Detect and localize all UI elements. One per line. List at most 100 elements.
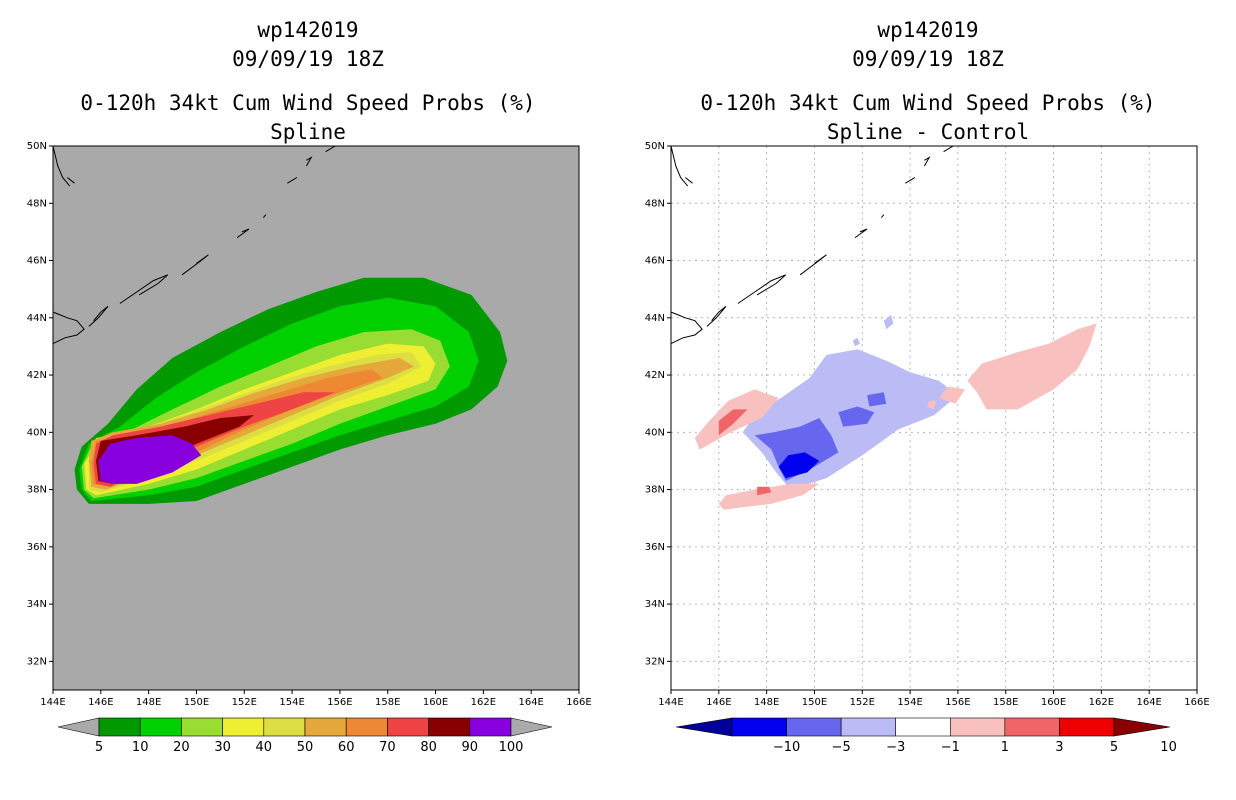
left-colorbar-box-4 xyxy=(263,717,306,737)
right-colorbar-box-1 xyxy=(786,717,842,737)
right-colorbar-label-1: 1 xyxy=(1001,740,1009,755)
left-colorbar-box-2 xyxy=(181,717,223,737)
left-colorbar-label-70: 70 xyxy=(379,740,396,755)
right-colorbar-label--3: −3 xyxy=(886,740,905,755)
left-xtick-label-160E: 160E xyxy=(423,697,448,708)
right-colorbar-label--5: −5 xyxy=(832,740,851,755)
right-plot-frame xyxy=(670,145,1198,691)
left-xtick-label-166E: 166E xyxy=(566,697,591,708)
right-xtick-label-166E: 166E xyxy=(1184,697,1209,708)
left-colorbar-label-40: 40 xyxy=(256,740,273,755)
left-plot-frame xyxy=(52,145,580,691)
right-ytick-label-48N: 48N xyxy=(645,198,665,209)
right-contour--1-2 xyxy=(852,337,860,347)
left-colorbar-label-5: 5 xyxy=(95,740,103,755)
left-colorbar-box-0 xyxy=(98,717,141,737)
right-xtick-label-144E: 144E xyxy=(658,697,683,708)
left-xtick-label-156E: 156E xyxy=(327,697,352,708)
right-xtick-label-158E: 158E xyxy=(993,697,1018,708)
left-xtick-label-152E: 152E xyxy=(232,697,257,708)
left-colorbar-label-80: 80 xyxy=(420,740,437,755)
right-contour-1-10 xyxy=(938,386,966,404)
right-colorbar-box-4 xyxy=(949,717,1006,737)
right-coastline-kamchatka2 xyxy=(684,177,693,184)
right-contour--3-4 xyxy=(838,406,875,427)
right-xtick-label-152E: 152E xyxy=(850,697,875,708)
right-colorbar-box-2 xyxy=(840,717,897,737)
right-colorbar-label-3: 3 xyxy=(1055,740,1063,755)
left-xtick-label-158E: 158E xyxy=(375,697,400,708)
left-colorbar-box-9 xyxy=(469,717,512,737)
right-colorbar-label--1: −1 xyxy=(941,740,960,755)
left-coastline-urup xyxy=(181,254,209,276)
right-contour--5-6 xyxy=(778,452,820,479)
left-coastline-ketoi xyxy=(263,214,267,218)
left-colorbar: 5 10 20 30 40 50 60 70 80 90 100 xyxy=(57,717,553,755)
left-colorbar-label-50: 50 xyxy=(297,740,314,755)
right-colorbar-label--10: −10 xyxy=(773,740,800,755)
right-xtick-label-156E: 156E xyxy=(945,697,970,708)
left-xtick-label-162E: 162E xyxy=(471,697,496,708)
left-colorbar-label-30: 30 xyxy=(214,740,231,755)
left-xtick-label-144E: 144E xyxy=(40,697,65,708)
left-coastline-shiashkotan xyxy=(287,177,298,184)
left-ytick-label-34N: 34N xyxy=(27,599,47,610)
right-contour--1-1 xyxy=(883,314,894,330)
right-plot-area: 144E 146E 148E 150E 152E 154E 156E 158E 160E 162E… xyxy=(645,141,1210,708)
right-coastline-shiashkotan xyxy=(905,177,916,184)
left-xtick-label-154E: 154E xyxy=(279,697,304,708)
right-ytick-label-32N: 32N xyxy=(645,656,665,667)
right-colorbar-low-arrow xyxy=(675,717,733,737)
right-xtick-label-148E: 148E xyxy=(754,697,779,708)
left-title-id: wp142019 xyxy=(257,18,359,42)
right-contour-1-7 xyxy=(967,323,1097,410)
right-coastline-kunashir xyxy=(706,305,727,327)
right-ytick-label-42N: 42N xyxy=(645,370,665,381)
left-colorbar-high-arrow xyxy=(510,717,553,737)
left-colorbar-label-20: 20 xyxy=(173,740,190,755)
right-coastline-kamchatka xyxy=(670,145,689,187)
right-ytick-label-46N: 46N xyxy=(645,256,665,267)
left-subtitle-product: 0-120h 34kt Cum Wind Speed Probs (%) xyxy=(80,91,536,115)
left-coastline-iturup xyxy=(119,274,169,304)
left-coastline-hokkaido xyxy=(52,311,85,345)
left-colorbar-box-1 xyxy=(139,717,182,737)
right-ytick-label-50N: 50N xyxy=(645,141,665,152)
right-coastline-onekotan xyxy=(923,156,931,167)
right-title-date: 09/09/19 18Z xyxy=(852,47,1004,71)
left-xtick-label-164E: 164E xyxy=(518,697,543,708)
left-plot-area: 144E 146E 148E 150E 152E 154E 156E 158E 160E 162E… xyxy=(27,141,592,708)
right-contour-3-12 xyxy=(718,409,748,436)
right-ytick-label-34N: 34N xyxy=(645,599,665,610)
right-ytick-label-44N: 44N xyxy=(645,313,665,324)
left-contour-90-9 xyxy=(98,435,202,484)
left-colorbar-box-8 xyxy=(428,717,471,737)
left-colorbar-box-3 xyxy=(222,717,265,737)
right-contour-3-13 xyxy=(757,486,772,496)
left-ytick-label-32N: 32N xyxy=(27,656,47,667)
right-xtick-label-164E: 164E xyxy=(1136,697,1161,708)
left-colorbar-box-7 xyxy=(387,717,429,737)
left-coastline-kamchatka xyxy=(52,145,71,187)
left-ytick-label-36N: 36N xyxy=(27,542,47,553)
right-ytick-label-36N: 36N xyxy=(645,542,665,553)
right-colorbar-box-0 xyxy=(731,717,787,737)
right-coastline-urup xyxy=(799,254,827,276)
right-coastline-ketoi xyxy=(881,214,885,218)
left-colorbar-box-6 xyxy=(345,717,388,737)
left-xtick-label-150E: 150E xyxy=(184,697,209,708)
right-xtick-label-146E: 146E xyxy=(706,697,731,708)
left-ytick-label-38N: 38N xyxy=(27,485,47,496)
left-xtick-label-146E: 146E xyxy=(88,697,113,708)
right-colorbar: −10 −5 −3 −1 1 3 5 10 xyxy=(675,717,1177,755)
right-ytick-label-38N: 38N xyxy=(645,485,665,496)
left-ytick-label-40N: 40N xyxy=(27,427,47,438)
left-colorbar-label-90: 90 xyxy=(462,740,479,755)
right-colorbar-high-arrow xyxy=(1113,717,1171,737)
right-xtick-label-162E: 162E xyxy=(1089,697,1114,708)
left-ytick-label-50N: 50N xyxy=(27,141,47,152)
right-xtick-label-154E: 154E xyxy=(897,697,922,708)
right-colorbar-box-5 xyxy=(1004,717,1060,737)
left-xtick-label-148E: 148E xyxy=(136,697,161,708)
